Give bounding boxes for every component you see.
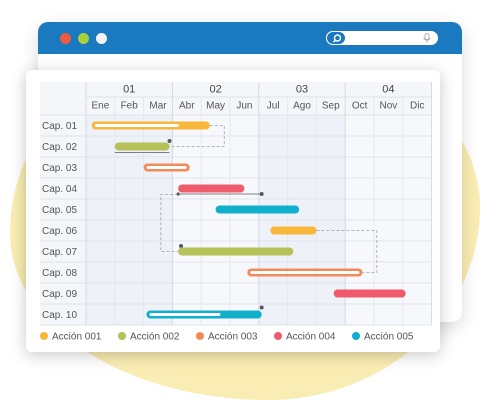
milestone-dot (179, 244, 184, 248)
milestone-dot (259, 305, 264, 310)
dependency-line (169, 125, 225, 147)
milestone-dot (176, 192, 180, 196)
task-bar[interactable] (114, 142, 170, 151)
microphone-icon[interactable] (422, 33, 432, 43)
legend-label: Acción 001 (52, 332, 102, 343)
gantt-chart: 01 02 03 04 Ene Feb Mar Abr May Jun Jul Ago Sep Oct No… (40, 82, 433, 343)
task-bar-progress-track (149, 313, 221, 316)
month-label: Abr (179, 101, 195, 112)
legend-swatch (40, 332, 48, 340)
month-label: Oct (352, 101, 368, 112)
month-label: Ago (293, 101, 311, 112)
row-label: Cap. 02 (42, 142, 77, 153)
search-button[interactable] (326, 31, 346, 45)
title-bar (38, 22, 462, 54)
quarter-label: 03 (296, 84, 308, 96)
task-bar-progress-track (250, 271, 360, 274)
month-label: May (206, 101, 225, 112)
legend-label: Acción 003 (208, 332, 258, 343)
row-label: Cap. 01 (42, 121, 77, 132)
legend-swatch (118, 332, 126, 340)
month-label: Ene (92, 101, 110, 112)
gantt-chart-card: 01 02 03 04 Ene Feb Mar Abr May Jun Jul Ago Sep Oct No… (26, 70, 440, 352)
close-window-button[interactable] (60, 33, 71, 44)
task-bar[interactable] (178, 247, 294, 256)
row-label: Cap. 04 (42, 184, 77, 195)
quarter-label: 04 (382, 84, 394, 96)
task-bar[interactable] (178, 184, 245, 193)
row-label: Cap. 09 (42, 289, 77, 300)
milestone-dot (259, 192, 264, 196)
maximize-window-button[interactable] (96, 33, 107, 44)
row-label: Cap. 03 (42, 163, 77, 174)
row-label: Cap. 10 (42, 310, 77, 321)
quarter-label: 01 (123, 84, 135, 96)
month-label: Jun (236, 101, 252, 112)
legend-label: Acción 004 (286, 332, 336, 343)
row-label: Cap. 06 (42, 226, 77, 237)
task-bar-progress-track (146, 166, 187, 169)
month-label: Sep (322, 101, 340, 112)
task-bar-progress-track (94, 124, 179, 127)
search-icon (332, 34, 342, 43)
row-label: Cap. 05 (42, 205, 77, 216)
month-label: Nov (380, 101, 398, 112)
legend-label: Acción 005 (364, 332, 414, 343)
month-label: Jul (267, 101, 280, 112)
row-label: Cap. 08 (42, 268, 77, 279)
task-bar[interactable] (270, 226, 317, 235)
month-label: Mar (149, 101, 167, 112)
legend-label: Acción 002 (130, 332, 180, 343)
search-input[interactable] (326, 31, 438, 45)
dependency-line (160, 194, 179, 252)
row-label: Cap. 07 (42, 247, 77, 258)
quarter-label: 02 (209, 84, 221, 96)
legend-swatch (352, 332, 360, 340)
milestone-dot (167, 139, 172, 143)
legend-swatch (196, 332, 204, 340)
month-label: Dic (410, 101, 424, 112)
task-bar[interactable] (333, 289, 406, 298)
month-label: Feb (121, 101, 139, 112)
task-bar[interactable] (215, 205, 300, 214)
dependency-line (316, 230, 378, 273)
header-background (40, 82, 432, 115)
minimize-window-button[interactable] (78, 33, 89, 44)
legend-swatch (274, 332, 282, 340)
